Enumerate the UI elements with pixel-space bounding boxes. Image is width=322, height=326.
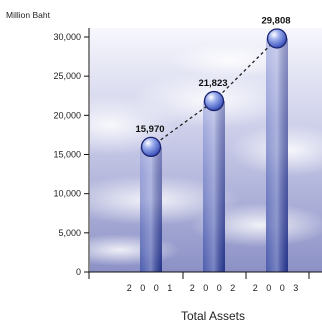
bar-shading (140, 146, 162, 272)
trend-connector-line (150, 38, 278, 148)
bar-shading (203, 101, 225, 273)
bar-shading (266, 38, 288, 273)
data-value-label: 15,970 (135, 124, 164, 135)
y-tick-label: 25,000 (53, 71, 81, 81)
chart-title: Total Assets (181, 309, 245, 323)
data-labels: 15,970 21,823 29,808 (135, 16, 290, 135)
data-value-label: 29,808 (261, 16, 290, 27)
bars (140, 38, 288, 273)
x-tick-label: 2 0 0 2 (190, 283, 239, 293)
y-tick-label: 0 (76, 267, 81, 277)
y-tick-label: 10,000 (53, 189, 81, 199)
x-axis: 2 0 0 1 2 0 0 2 2 0 0 3 (88, 271, 322, 293)
data-point-marker (203, 90, 225, 112)
y-axis-ticks: 0 5,000 10,000 15,000 20,000 25,000 30,000 (53, 32, 89, 277)
x-tick-label: 2 0 0 1 (127, 283, 176, 293)
y-tick-label: 30,000 (53, 32, 81, 42)
data-point-marker (140, 136, 162, 158)
y-unit-label: Million Baht (6, 10, 51, 20)
y-tick-label: 15,000 (53, 150, 81, 160)
x-tick-label: 2 0 0 3 (253, 283, 302, 293)
data-markers (140, 28, 288, 158)
data-value-label: 21,823 (198, 78, 227, 89)
data-point-marker (266, 28, 288, 49)
y-tick-label: 20,000 (53, 110, 81, 120)
y-tick-label: 5,000 (58, 228, 81, 238)
